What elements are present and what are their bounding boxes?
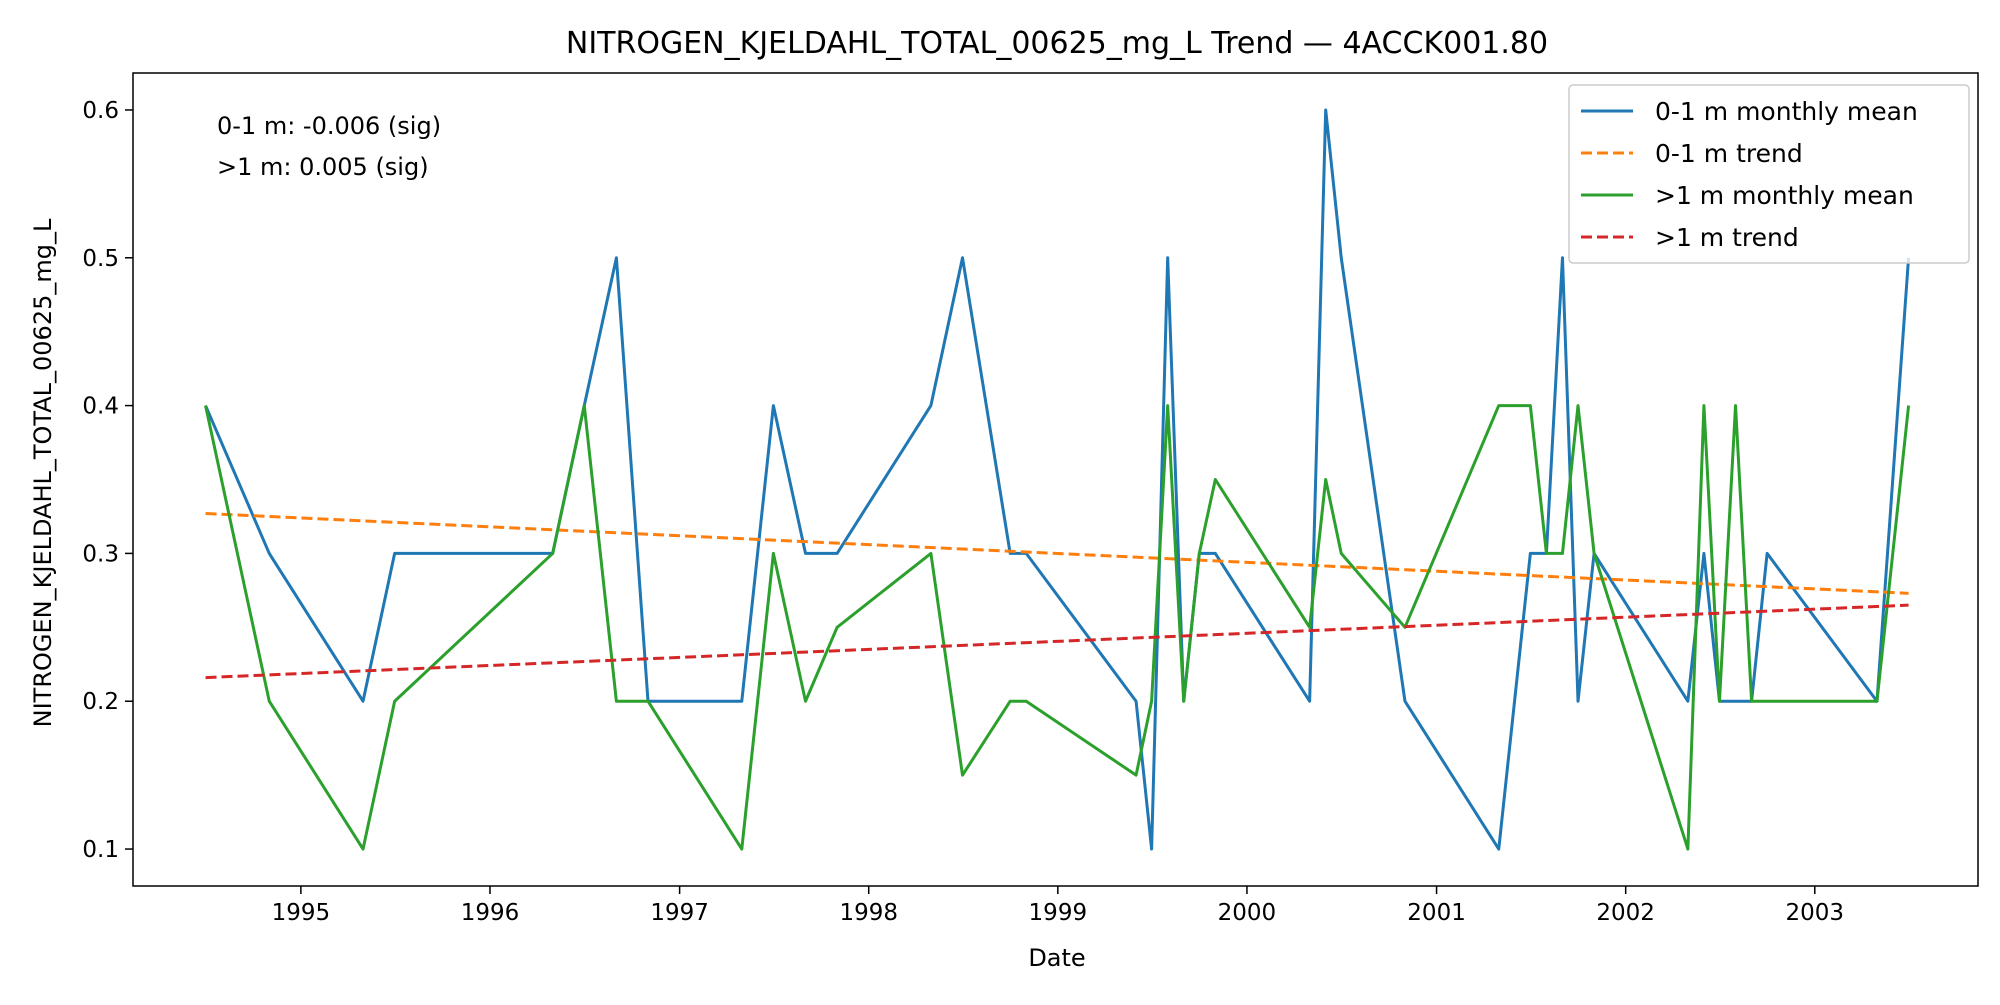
y-tick-label: 0.4 bbox=[82, 394, 119, 420]
chart-title: NITROGEN_KJELDAHL_TOTAL_00625_mg_L Trend… bbox=[566, 26, 1548, 61]
series-line-1 bbox=[205, 512, 1909, 595]
x-tick-label: 1999 bbox=[1029, 900, 1088, 926]
legend: 0-1 m monthly mean 0-1 m trend >1 m monthl… bbox=[1568, 84, 1970, 264]
legend-label: 0-1 m monthly mean bbox=[1655, 97, 1918, 126]
x-tick-label: 1997 bbox=[650, 900, 709, 926]
x-tick-label: 1995 bbox=[272, 900, 331, 926]
y-axis-label: NITROGEN_KJELDAHL_TOTAL_00625_mg_L bbox=[29, 218, 57, 727]
trend-annotation-shallow: 0-1 m: -0.006 (sig) bbox=[217, 112, 441, 140]
legend-label: >1 m trend bbox=[1655, 223, 1799, 252]
plot-area: 1995 1996 1997 1998 1999 2000 2001 2002 2003 0.1 0… bbox=[82, 72, 1979, 926]
legend-label: 0-1 m trend bbox=[1655, 139, 1803, 168]
y-tick-label: 0.1 bbox=[82, 837, 119, 863]
x-tick-label: 2003 bbox=[1786, 900, 1845, 926]
x-tick-label: 2001 bbox=[1407, 900, 1466, 926]
series-line-3 bbox=[205, 603, 1909, 680]
x-tick-label: 1998 bbox=[839, 900, 898, 926]
plot-frame bbox=[132, 72, 1979, 887]
y-tick-label: 0.6 bbox=[82, 98, 119, 124]
trend-annotation-deep: >1 m: 0.005 (sig) bbox=[217, 153, 429, 181]
x-tick-label: 2002 bbox=[1596, 900, 1655, 926]
legend-box bbox=[1568, 84, 1970, 264]
x-axis-label: Date bbox=[1028, 944, 1085, 972]
series-line-2 bbox=[204, 404, 1911, 851]
x-tick-label: 1996 bbox=[461, 900, 520, 926]
y-tick-label: 0.3 bbox=[82, 541, 119, 567]
y-tick-label: 0.5 bbox=[82, 246, 119, 272]
y-tick-label: 0.2 bbox=[82, 689, 119, 715]
x-tick-label: 2000 bbox=[1218, 900, 1277, 926]
legend-label: >1 m monthly mean bbox=[1655, 181, 1914, 210]
